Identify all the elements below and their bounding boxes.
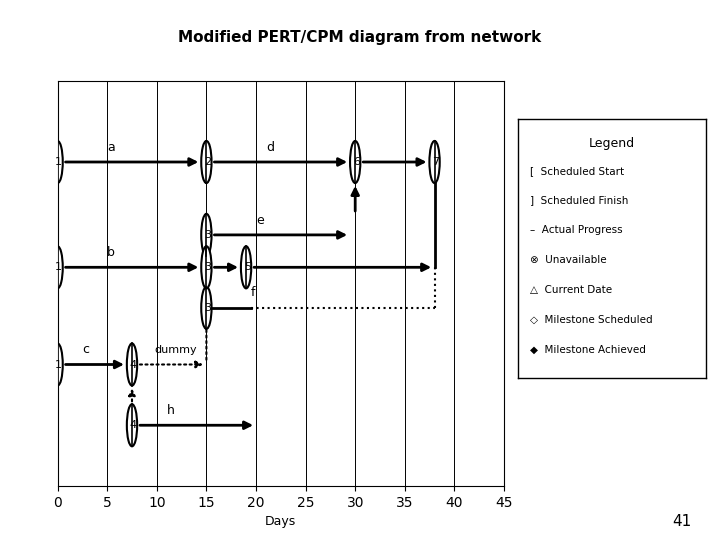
Circle shape: [202, 141, 212, 183]
Text: 2: 2: [204, 157, 211, 167]
Circle shape: [53, 246, 63, 288]
Text: [  Scheduled Start: [ Scheduled Start: [530, 166, 624, 176]
Circle shape: [429, 141, 440, 183]
Text: Legend: Legend: [589, 137, 635, 150]
Text: ]  Scheduled Finish: ] Scheduled Finish: [530, 195, 628, 205]
Text: 3: 3: [204, 230, 211, 240]
X-axis label: Days: Days: [265, 515, 297, 528]
Circle shape: [202, 214, 212, 256]
Text: 5: 5: [244, 262, 251, 272]
Text: 1: 1: [55, 262, 63, 272]
Text: d: d: [266, 140, 274, 154]
Text: a: a: [107, 140, 115, 154]
Text: ⊗  Unavailable: ⊗ Unavailable: [530, 255, 606, 265]
Text: e: e: [256, 213, 264, 227]
Text: dummy: dummy: [155, 345, 197, 355]
Text: 6: 6: [353, 157, 360, 167]
Text: –  Actual Progress: – Actual Progress: [530, 225, 622, 235]
Circle shape: [127, 343, 137, 386]
Circle shape: [202, 246, 212, 288]
Circle shape: [53, 343, 63, 386]
Text: 3: 3: [204, 303, 211, 313]
Text: 4: 4: [130, 420, 137, 430]
Text: 41: 41: [672, 514, 691, 529]
Circle shape: [53, 141, 63, 183]
Text: △  Current Date: △ Current Date: [530, 285, 612, 295]
Text: 1: 1: [55, 360, 63, 369]
Text: 3: 3: [204, 262, 211, 272]
Text: b: b: [107, 246, 115, 259]
Text: 4: 4: [130, 360, 137, 369]
Circle shape: [127, 404, 137, 446]
Circle shape: [350, 141, 360, 183]
Text: f: f: [251, 286, 256, 300]
Text: 7: 7: [432, 157, 439, 167]
Text: Modified PERT/CPM diagram from network: Modified PERT/CPM diagram from network: [179, 30, 541, 45]
Text: c: c: [82, 343, 89, 356]
Text: ◆  Milestone Achieved: ◆ Milestone Achieved: [530, 345, 646, 354]
Circle shape: [241, 246, 251, 288]
Text: ◇  Milestone Scheduled: ◇ Milestone Scheduled: [530, 315, 652, 325]
Text: 1: 1: [55, 157, 63, 167]
Text: h: h: [167, 404, 174, 417]
Circle shape: [202, 287, 212, 329]
